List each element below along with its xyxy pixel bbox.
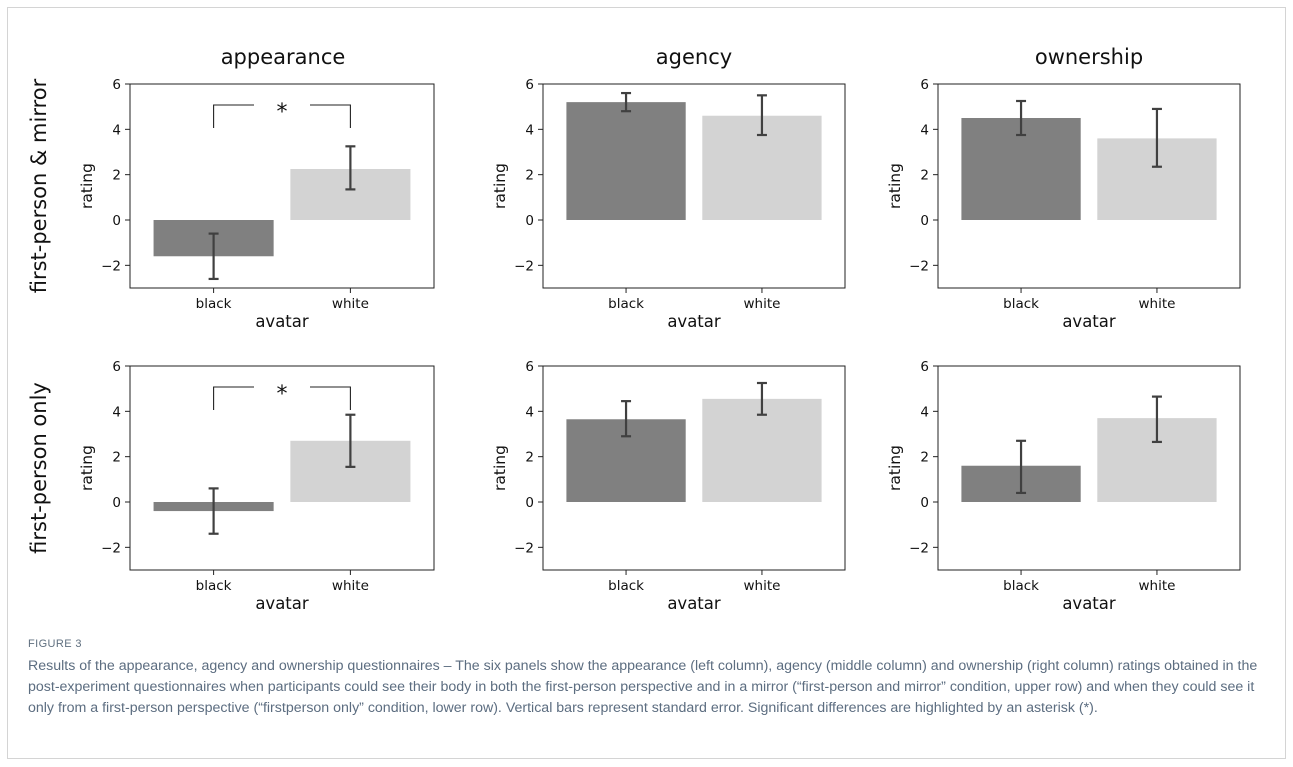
- figure-frame: appearance agency ownership first-person & …: [7, 7, 1286, 759]
- panel4-x-tick-label-white: white: [332, 578, 369, 594]
- figure-caption: Results of the appearance, agency and ow…: [28, 658, 1258, 716]
- panel6-y-tick-label: 4: [920, 404, 929, 420]
- bar-chart-grid: appearance agency ownership first-person & …: [27, 45, 1241, 613]
- panel6-y-tick-label: 0: [920, 495, 929, 511]
- panel6-x-tick-label-black: black: [1003, 578, 1039, 594]
- panel5-y-tick-label: 4: [525, 404, 534, 420]
- panel3-y-tick-label: 0: [920, 213, 929, 229]
- panel5-x-tick-label-white: white: [743, 578, 780, 594]
- panel1-y-tick-label: 4: [112, 122, 121, 138]
- panel1-x-tick-label-white: white: [332, 296, 369, 312]
- panel5-y-tick-label: 2: [525, 450, 534, 466]
- panel1-y-tick-label: 0: [112, 213, 121, 229]
- panel3-x-tick-label-black: black: [1003, 296, 1039, 312]
- panel1-y-tick-label: 2: [112, 168, 121, 184]
- column-title-agency: agency: [656, 45, 732, 69]
- panel4-y-tick-label: −2: [101, 540, 121, 556]
- panel4-y-tick-label: 4: [112, 404, 121, 420]
- panel2-y-tick-label: 0: [525, 213, 534, 229]
- panel3-x-tick-label-white: white: [1138, 296, 1175, 312]
- panel1-y-tick-label: 6: [112, 77, 121, 93]
- row-label-1: first-person & mirror: [27, 78, 51, 293]
- panel2-y-tick-label: 4: [525, 122, 534, 138]
- panel2-y-tick-label: −2: [514, 258, 534, 274]
- panel6-x-tick-label-white: white: [1138, 578, 1175, 594]
- panel2-x-axis-label: avatar: [667, 312, 721, 331]
- panel4-y-axis-label: rating: [78, 445, 96, 491]
- panel5-x-axis-label: avatar: [667, 594, 721, 613]
- panel6-y-tick-label: 6: [920, 359, 929, 375]
- panel5-y-tick-label: 0: [525, 495, 534, 511]
- panel6-y-tick-label: −2: [909, 540, 929, 556]
- panel2-x-tick-label-white: white: [743, 296, 780, 312]
- panel1-y-axis-label: rating: [78, 163, 96, 209]
- panel4-y-tick-label: 0: [112, 495, 121, 511]
- panel3-y-tick-label: 6: [920, 77, 929, 93]
- panel6-y-axis-label: rating: [886, 445, 904, 491]
- panel2-x-tick-label-black: black: [608, 296, 644, 312]
- panel2-plot-frame: [542, 83, 846, 289]
- panel5-y-tick-label: 6: [525, 359, 534, 375]
- panel4-significance-marker: *: [277, 382, 288, 407]
- panel6-plot-frame: [937, 365, 1241, 571]
- panel5-y-tick-label: −2: [514, 540, 534, 556]
- panel4-y-tick-label: 6: [112, 359, 121, 375]
- panel6-x-axis-label: avatar: [1062, 594, 1116, 613]
- panel2-bar-black: [566, 102, 686, 220]
- panel3-y-tick-label: 2: [920, 168, 929, 184]
- panel4-x-tick-label-black: black: [196, 578, 232, 594]
- panel4-y-tick-label: 2: [112, 450, 121, 466]
- panel4-plot-frame: [129, 365, 435, 571]
- panel1-y-tick-label: −2: [101, 258, 121, 274]
- panel5-y-axis-label: rating: [491, 445, 509, 491]
- column-title-appearance: appearance: [221, 45, 346, 69]
- figure-label: FIGURE 3: [28, 638, 82, 650]
- row-label-2: first-person only: [27, 382, 51, 554]
- panel3-x-axis-label: avatar: [1062, 312, 1116, 331]
- panel3-plot-frame: [937, 83, 1241, 289]
- panel2-y-axis-label: rating: [491, 163, 509, 209]
- panel5-plot-frame: [542, 365, 846, 571]
- panel1-plot-frame: [129, 83, 435, 289]
- panel4-significance-bracket: [213, 386, 351, 410]
- panel4-x-axis-label: avatar: [255, 594, 309, 613]
- panel3-y-tick-label: 4: [920, 122, 929, 138]
- panel5-x-tick-label-black: black: [608, 578, 644, 594]
- panel3-y-tick-label: −2: [909, 258, 929, 274]
- panel1-significance-marker: *: [277, 100, 288, 125]
- column-title-ownership: ownership: [1035, 45, 1143, 69]
- panel2-y-tick-label: 2: [525, 168, 534, 184]
- panel5-bar-white: [702, 398, 822, 502]
- panel2-y-tick-label: 6: [525, 77, 534, 93]
- panel1-x-axis-label: avatar: [255, 312, 309, 331]
- panel6-y-tick-label: 2: [920, 450, 929, 466]
- panel1-significance-bracket: [213, 104, 351, 128]
- panel3-y-axis-label: rating: [886, 163, 904, 209]
- panel1-x-tick-label-black: black: [196, 296, 232, 312]
